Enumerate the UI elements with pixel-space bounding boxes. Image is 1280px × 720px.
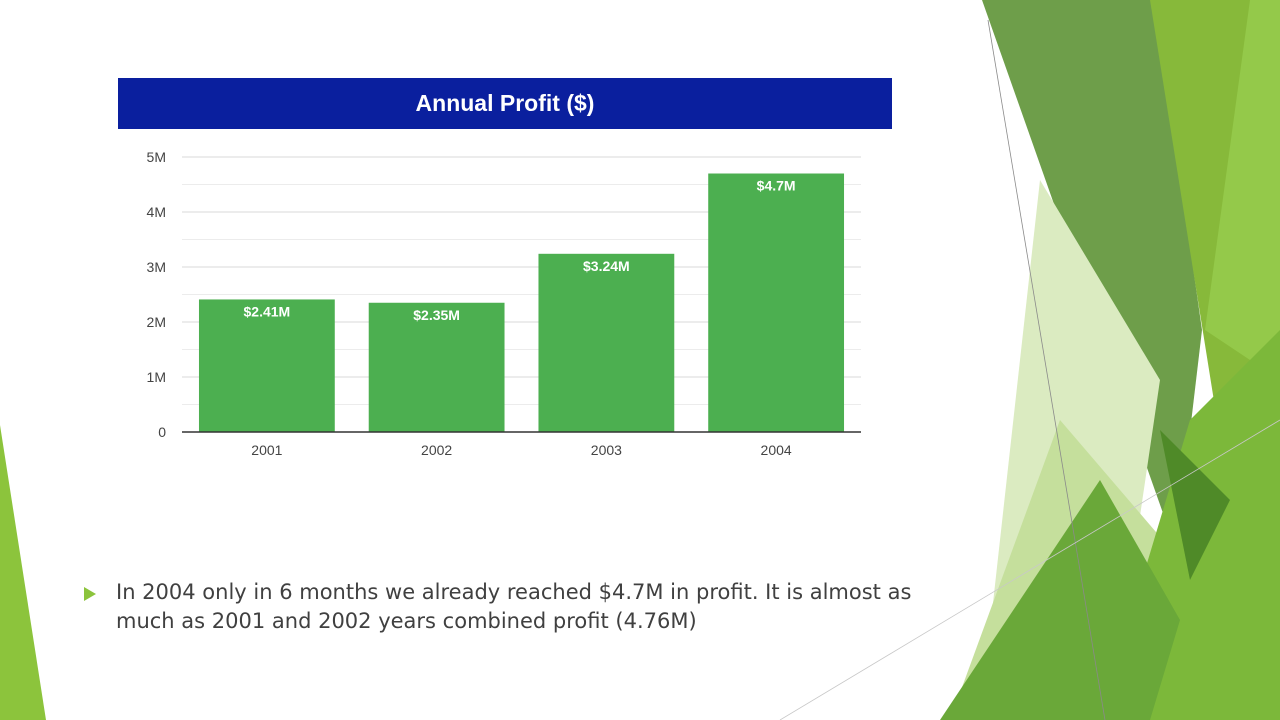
bar-chart: $2.41M $2.35M $3.24M $4.7M 0 1M 2M 3M 4M 5M 2001 2… [147, 149, 861, 458]
bar-2002 [368, 302, 505, 432]
y-tick-label: 1M [147, 369, 166, 385]
data-label-2003: $3.24M [583, 258, 630, 274]
bullet-arrow-icon [84, 587, 96, 601]
deco-shard-left [0, 425, 46, 720]
bar-2003 [538, 253, 675, 432]
x-tick-label: 2001 [251, 442, 282, 458]
x-tick-label: 2004 [761, 442, 792, 458]
bullet-point: In 2004 only in 6 months we already reac… [84, 578, 944, 636]
data-label-2002: $2.35M [413, 307, 460, 323]
y-tick-label: 5M [147, 149, 166, 165]
deco-shard-dark [1160, 430, 1230, 580]
y-tick-label: 4M [147, 204, 166, 220]
bar-2004 [708, 173, 845, 432]
y-tick-label: 2M [147, 314, 166, 330]
deco-shard-bottom [940, 480, 1180, 720]
data-label-2001: $2.41M [244, 303, 291, 319]
bullet-text: In 2004 only in 6 months we already reac… [116, 580, 912, 633]
data-label-2004: $4.7M [757, 178, 796, 194]
bar-2001 [198, 299, 335, 432]
y-tick-label: 0 [158, 424, 166, 440]
x-tick-label: 2002 [421, 442, 452, 458]
y-tick-label: 3M [147, 259, 166, 275]
deco-line-2 [779, 419, 1280, 720]
deco-shard-bright [1205, 0, 1280, 380]
chart-title: Annual Profit ($) [118, 78, 892, 129]
deco-line-1 [987, 19, 1106, 720]
x-tick-label: 2003 [591, 442, 622, 458]
